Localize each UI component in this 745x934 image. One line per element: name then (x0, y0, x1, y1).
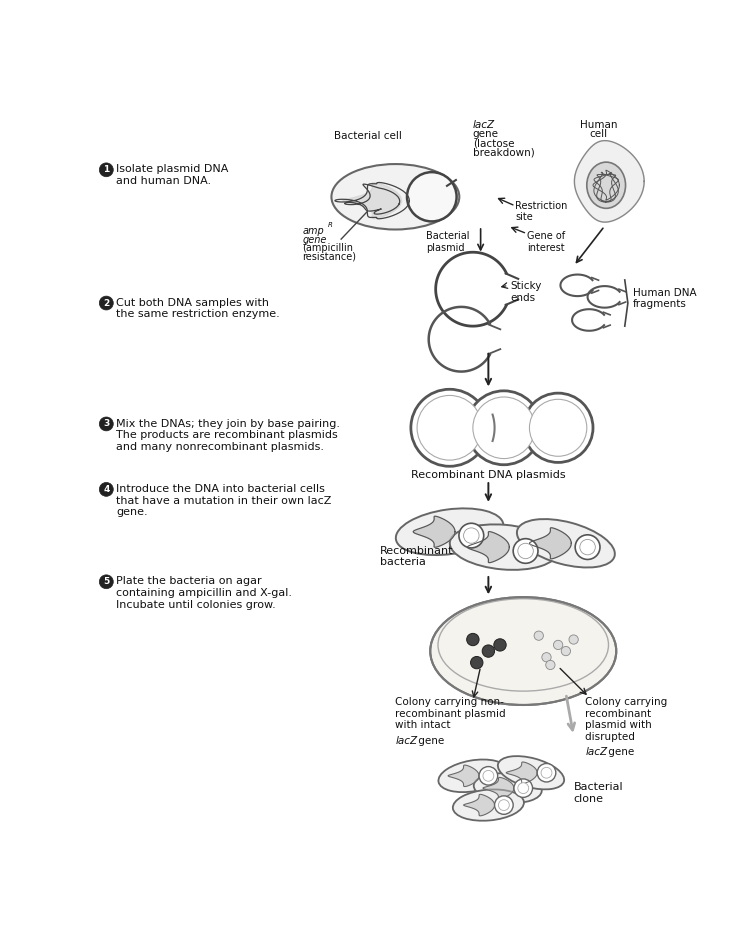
Circle shape (459, 523, 484, 548)
Text: (lactose: (lactose (473, 138, 514, 149)
Circle shape (513, 539, 538, 563)
Circle shape (466, 390, 541, 465)
Text: Recombinant
bacteria: Recombinant bacteria (380, 545, 454, 567)
Circle shape (569, 635, 578, 644)
Ellipse shape (453, 789, 524, 821)
Text: Recombinant DNA plasmids: Recombinant DNA plasmids (411, 470, 565, 480)
Polygon shape (530, 528, 571, 559)
Circle shape (483, 771, 494, 781)
Polygon shape (507, 762, 537, 784)
Text: Colony carrying non-
recombinant plasmid
with intact: Colony carrying non- recombinant plasmid… (396, 698, 506, 730)
Circle shape (99, 574, 113, 588)
Text: gene: gene (302, 234, 327, 245)
Text: Colony carrying
recombinant
plasmid with
disrupted: Colony carrying recombinant plasmid with… (586, 698, 668, 743)
Circle shape (498, 800, 510, 811)
Circle shape (546, 660, 555, 670)
Circle shape (99, 163, 113, 177)
Ellipse shape (332, 164, 460, 230)
Circle shape (518, 544, 533, 559)
Text: Mix the DNAs; they join by base pairing.
The products are recombinant plasmids
a: Mix the DNAs; they join by base pairing.… (116, 418, 340, 452)
Circle shape (473, 397, 535, 459)
Polygon shape (468, 531, 510, 562)
Text: Human DNA
fragments: Human DNA fragments (633, 288, 696, 309)
Ellipse shape (431, 597, 616, 705)
Text: 4: 4 (103, 485, 110, 494)
Text: Plate the bacteria on agar
containing ampicillin and X-gal.
Incubate until colon: Plate the bacteria on agar containing am… (116, 576, 292, 610)
Text: lacZ: lacZ (586, 747, 607, 757)
Polygon shape (413, 517, 455, 547)
Circle shape (411, 389, 489, 466)
Circle shape (417, 395, 482, 460)
Circle shape (495, 796, 513, 814)
Circle shape (471, 657, 483, 669)
Text: Bacterial
plasmid: Bacterial plasmid (426, 232, 470, 253)
Text: 2: 2 (103, 299, 110, 307)
Text: Cut both DNA samples with
the same restriction enzyme.: Cut both DNA samples with the same restr… (116, 298, 280, 319)
Circle shape (561, 646, 571, 656)
Circle shape (494, 639, 506, 651)
Text: 1: 1 (103, 165, 110, 175)
Polygon shape (448, 765, 479, 786)
Circle shape (537, 763, 556, 782)
Circle shape (99, 483, 113, 496)
Text: cell: cell (589, 129, 607, 139)
Text: resistance): resistance) (302, 251, 356, 262)
Ellipse shape (517, 519, 615, 568)
Polygon shape (574, 141, 644, 222)
Circle shape (541, 768, 552, 778)
Text: lacZ: lacZ (396, 736, 417, 745)
Text: 5: 5 (103, 577, 110, 587)
Circle shape (518, 783, 529, 794)
Text: breakdown): breakdown) (473, 148, 535, 158)
Circle shape (479, 767, 498, 785)
Circle shape (542, 653, 551, 662)
Ellipse shape (396, 508, 504, 555)
Text: Introduce the DNA into bacterial cells
that have a mutation in their own lacZ
ge: Introduce the DNA into bacterial cells t… (116, 484, 332, 517)
Ellipse shape (438, 759, 507, 792)
Text: Restriction
site: Restriction site (516, 201, 568, 222)
Circle shape (466, 633, 479, 645)
Circle shape (554, 641, 562, 649)
Ellipse shape (587, 163, 626, 208)
Circle shape (99, 296, 113, 310)
Text: 3: 3 (103, 419, 110, 429)
Circle shape (523, 393, 593, 462)
Circle shape (530, 400, 587, 457)
Circle shape (575, 535, 600, 559)
Circle shape (99, 417, 113, 431)
Circle shape (407, 172, 457, 221)
Circle shape (463, 528, 479, 544)
Circle shape (514, 779, 533, 798)
Ellipse shape (498, 757, 564, 789)
Text: lacZ: lacZ (473, 120, 495, 130)
Text: amp: amp (302, 226, 324, 236)
Text: (ampicillin: (ampicillin (302, 243, 353, 253)
Text: gene: gene (415, 736, 444, 745)
Text: R: R (328, 222, 333, 228)
Text: Bacterial cell: Bacterial cell (335, 132, 402, 141)
Polygon shape (483, 777, 514, 799)
Text: gene: gene (605, 747, 634, 757)
Text: Gene of
interest: Gene of interest (527, 232, 565, 253)
Text: Sticky
ends: Sticky ends (510, 281, 542, 303)
Ellipse shape (450, 524, 558, 570)
Text: Isolate plasmid DNA
and human DNA.: Isolate plasmid DNA and human DNA. (116, 164, 229, 186)
Text: Human: Human (580, 120, 617, 130)
Ellipse shape (474, 773, 542, 803)
Circle shape (482, 644, 495, 658)
Text: Bacterial
clone: Bacterial clone (574, 782, 624, 803)
Circle shape (580, 540, 595, 555)
Circle shape (534, 631, 543, 641)
Text: gene: gene (473, 129, 499, 139)
Polygon shape (343, 182, 402, 219)
Polygon shape (463, 794, 495, 815)
